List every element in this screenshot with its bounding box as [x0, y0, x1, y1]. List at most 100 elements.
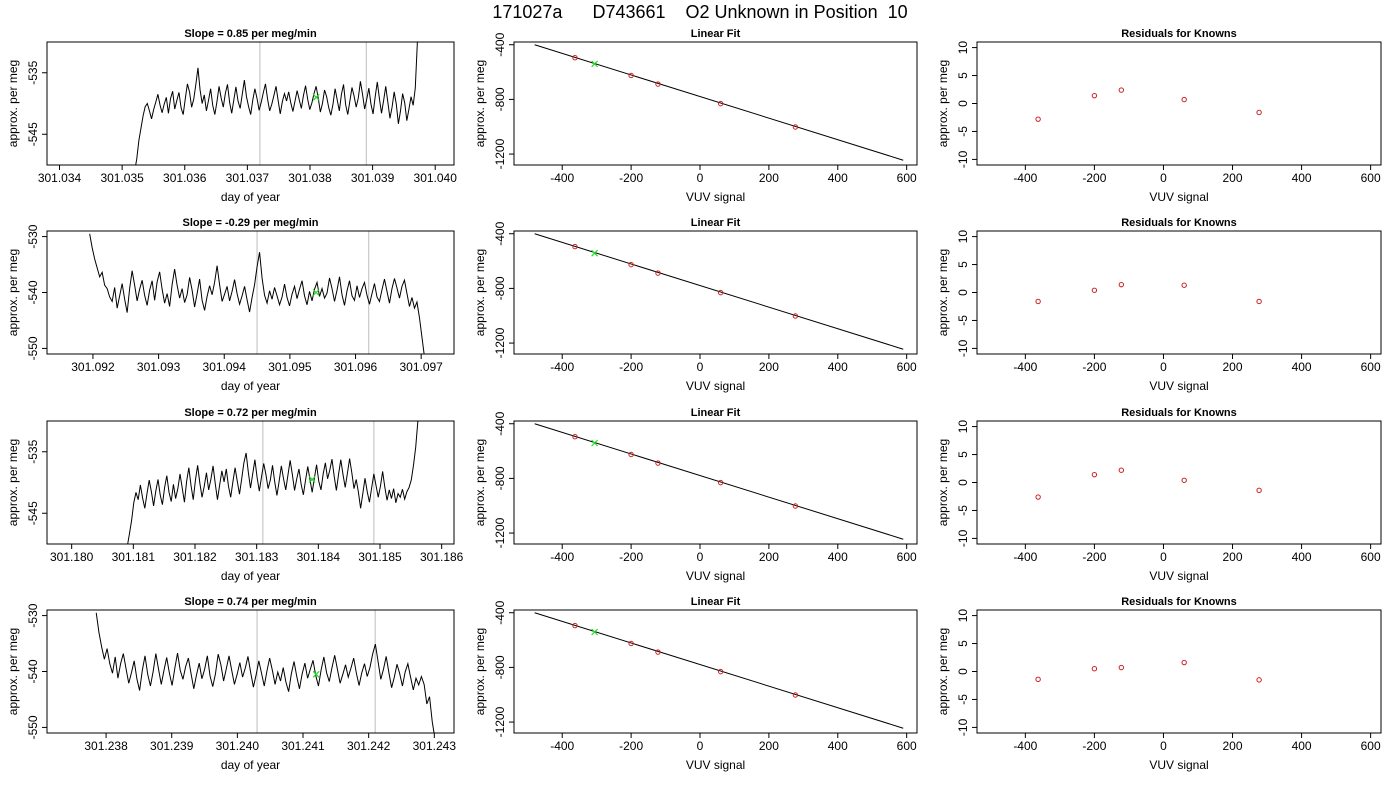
known-point [792, 313, 799, 319]
panel-4-2: Linear Fit VUV signal approx. per meg -400 -… [473, 596, 918, 772]
y-axis-label: approx. per meg [936, 60, 950, 147]
plot-area [534, 44, 904, 161]
x-tick-label: 600 [1361, 171, 1381, 185]
residual-point [1118, 87, 1125, 93]
plot-frame [976, 420, 1382, 545]
x-tick-label: 0 [1160, 171, 1167, 185]
y-tick-label: -10 [956, 150, 970, 168]
x-tick-label: 600 [1361, 739, 1381, 753]
x-tick-label: -400 [550, 739, 574, 753]
series-line [135, 42, 418, 165]
x-tick-label: 301.038 [288, 171, 332, 185]
x-axis-label: VUV signal [686, 758, 745, 772]
unknown-marker [312, 670, 320, 678]
y-axis-label: approx. per meg [936, 249, 950, 336]
y-axis-label: approx. per meg [473, 628, 487, 715]
y-tick-label: -800 [493, 655, 507, 679]
plot-frame [976, 41, 1382, 166]
residual-point [1091, 666, 1098, 672]
y-tick-label: -400 [493, 411, 507, 435]
known-point [628, 72, 634, 79]
residual-point [1035, 494, 1041, 500]
x-tick-label: -400 [1013, 171, 1037, 185]
plot-area [534, 612, 904, 729]
known-point [655, 270, 661, 276]
x-tick-label: 301.040 [414, 171, 458, 185]
known-point [572, 55, 578, 61]
page-title: 171027a D743661 O2 Unknown in Position 1… [492, 2, 908, 22]
known-point [792, 124, 799, 130]
plot-frame [513, 41, 918, 166]
known-point [717, 100, 724, 107]
x-tick-label: -400 [1013, 739, 1037, 753]
known-point [792, 692, 799, 698]
panel-title: Slope = 0.85 per meg/min [184, 28, 317, 40]
residual-point [1181, 477, 1187, 483]
residual-point [1256, 677, 1262, 683]
x-tick-label: 301.242 [347, 739, 391, 753]
panel-title: Linear Fit [691, 217, 741, 229]
x-tick-label: 0 [697, 171, 704, 185]
panel-title: Linear Fit [691, 596, 741, 608]
panel-4-1: Slope = 0.74 per meg/min day of year appro… [6, 596, 456, 772]
x-tick-label: 301.184 [297, 550, 341, 564]
known-point [572, 622, 578, 629]
x-tick-label: -400 [1013, 360, 1037, 374]
y-tick-label: -800 [493, 466, 507, 490]
residual-point [1091, 92, 1098, 99]
residual-point [1256, 487, 1262, 494]
x-tick-label: 0 [697, 739, 704, 753]
panel-1-2: Linear Fit VUV signal approx. per meg -400 -… [473, 28, 918, 204]
x-tick-label: -400 [550, 360, 574, 374]
y-tick-label: 5 [956, 261, 970, 268]
x-tick-label: 200 [759, 171, 779, 185]
x-axis-label: day of year [221, 190, 280, 204]
x-tick-label: -200 [1082, 739, 1106, 753]
y-tick-label: -1200 [493, 517, 507, 548]
x-tick-label: 301.239 [150, 739, 194, 753]
plot-frame [46, 230, 455, 355]
y-tick-label: -535 [26, 439, 40, 463]
x-tick-label: 400 [1292, 739, 1312, 753]
x-tick-label: 200 [759, 360, 779, 374]
x-axis-label: VUV signal [1149, 379, 1208, 393]
y-tick-label: -545 [26, 501, 40, 525]
panel-3-2: Linear Fit VUV signal approx. per meg -400 -… [473, 407, 918, 583]
y-tick-label: -10 [956, 529, 970, 547]
plot-area [135, 42, 418, 165]
panel-1-1: Slope = 0.85 per meg/min day of year appro… [6, 28, 458, 204]
plot-frame [976, 230, 1382, 355]
x-tick-label: 301.034 [38, 171, 82, 185]
y-axis-label: approx. per meg [473, 249, 487, 336]
y-tick-label: -530 [26, 224, 40, 248]
panel-title: Residuals for Knowns [1121, 407, 1237, 419]
x-tick-label: 400 [1292, 550, 1312, 564]
plot-area [89, 231, 425, 354]
x-tick-label: 0 [1160, 550, 1167, 564]
x-tick-label: 301.240 [216, 739, 260, 753]
x-tick-label: 200 [1223, 360, 1243, 374]
unknown-point [591, 60, 599, 68]
y-tick-label: -10 [956, 339, 970, 357]
unknown-marker [312, 93, 320, 101]
y-tick-label: 10 [956, 609, 970, 623]
known-point [655, 460, 661, 466]
x-tick-label: 600 [1361, 550, 1381, 564]
y-axis-label: approx. per meg [6, 439, 20, 526]
y-tick-label: -5 [956, 505, 970, 516]
y-tick-label: 0 [956, 479, 970, 486]
unknown-marker [312, 289, 320, 296]
y-tick-label: 0 [956, 289, 970, 296]
x-tick-label: 301.186 [420, 550, 464, 564]
y-tick-label: -400 [493, 600, 507, 624]
x-axis-label: VUV signal [686, 190, 745, 204]
plot-frame [46, 41, 455, 166]
x-tick-label: 0 [697, 550, 704, 564]
x-tick-label: 301.039 [351, 171, 395, 185]
x-tick-label: 200 [759, 739, 779, 753]
x-tick-label: 400 [828, 171, 848, 185]
x-tick-label: 301.243 [413, 739, 457, 753]
x-tick-label: 400 [1292, 171, 1312, 185]
unknown-point [591, 249, 599, 257]
